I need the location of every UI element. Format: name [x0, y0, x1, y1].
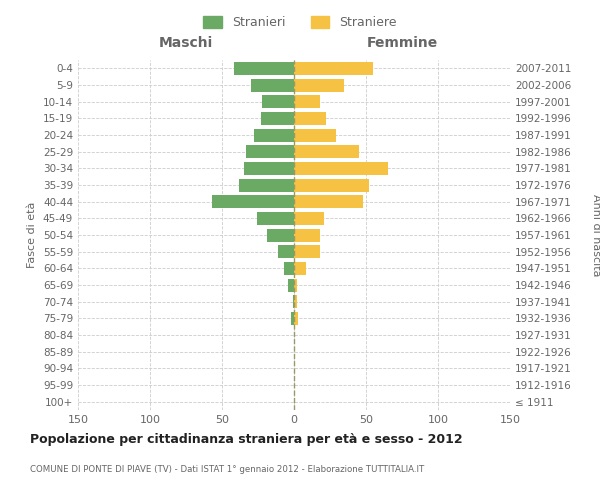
- Bar: [294, 195, 363, 208]
- Bar: [294, 78, 344, 92]
- Bar: [294, 312, 298, 325]
- Bar: [294, 112, 326, 125]
- Bar: [294, 245, 320, 258]
- Text: Popolazione per cittadinanza straniera per età e sesso - 2012: Popolazione per cittadinanza straniera p…: [30, 432, 463, 446]
- Text: COMUNE DI PONTE DI PIAVE (TV) - Dati ISTAT 1° gennaio 2012 - Elaborazione TUTTIT: COMUNE DI PONTE DI PIAVE (TV) - Dati IST…: [30, 466, 424, 474]
- Bar: [244, 162, 294, 175]
- Bar: [254, 128, 294, 141]
- Bar: [257, 212, 294, 225]
- Legend: Stranieri, Straniere: Stranieri, Straniere: [198, 11, 402, 34]
- Bar: [266, 228, 294, 241]
- Bar: [294, 162, 388, 175]
- Bar: [294, 262, 305, 275]
- Bar: [294, 228, 320, 241]
- Bar: [262, 95, 294, 108]
- Bar: [294, 278, 297, 291]
- Bar: [294, 128, 336, 141]
- Bar: [294, 62, 373, 75]
- Y-axis label: Anni di nascita: Anni di nascita: [591, 194, 600, 276]
- Bar: [251, 78, 294, 92]
- Bar: [261, 112, 294, 125]
- Bar: [294, 178, 369, 192]
- Bar: [284, 262, 294, 275]
- Text: Maschi: Maschi: [159, 36, 213, 50]
- Text: Femmine: Femmine: [367, 36, 437, 50]
- Y-axis label: Fasce di età: Fasce di età: [28, 202, 37, 268]
- Bar: [294, 145, 359, 158]
- Bar: [239, 178, 294, 192]
- Bar: [293, 295, 294, 308]
- Bar: [294, 295, 297, 308]
- Bar: [247, 145, 294, 158]
- Bar: [294, 95, 320, 108]
- Bar: [233, 62, 294, 75]
- Bar: [278, 245, 294, 258]
- Bar: [291, 312, 294, 325]
- Bar: [288, 278, 294, 291]
- Bar: [294, 212, 324, 225]
- Bar: [212, 195, 294, 208]
